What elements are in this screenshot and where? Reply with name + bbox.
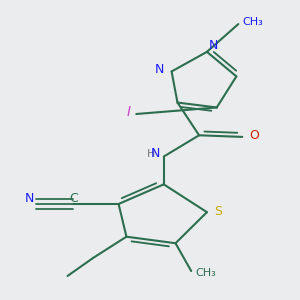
Text: H: H (147, 149, 155, 159)
Text: S: S (214, 205, 222, 218)
Text: N: N (150, 147, 160, 161)
Text: CH₃: CH₃ (242, 17, 263, 27)
Text: N: N (209, 40, 218, 52)
Text: CH₃: CH₃ (195, 268, 216, 278)
Text: C: C (69, 192, 78, 205)
Text: N: N (25, 192, 34, 205)
Text: I: I (126, 105, 130, 119)
Text: N: N (155, 63, 164, 76)
Text: O: O (249, 129, 259, 142)
